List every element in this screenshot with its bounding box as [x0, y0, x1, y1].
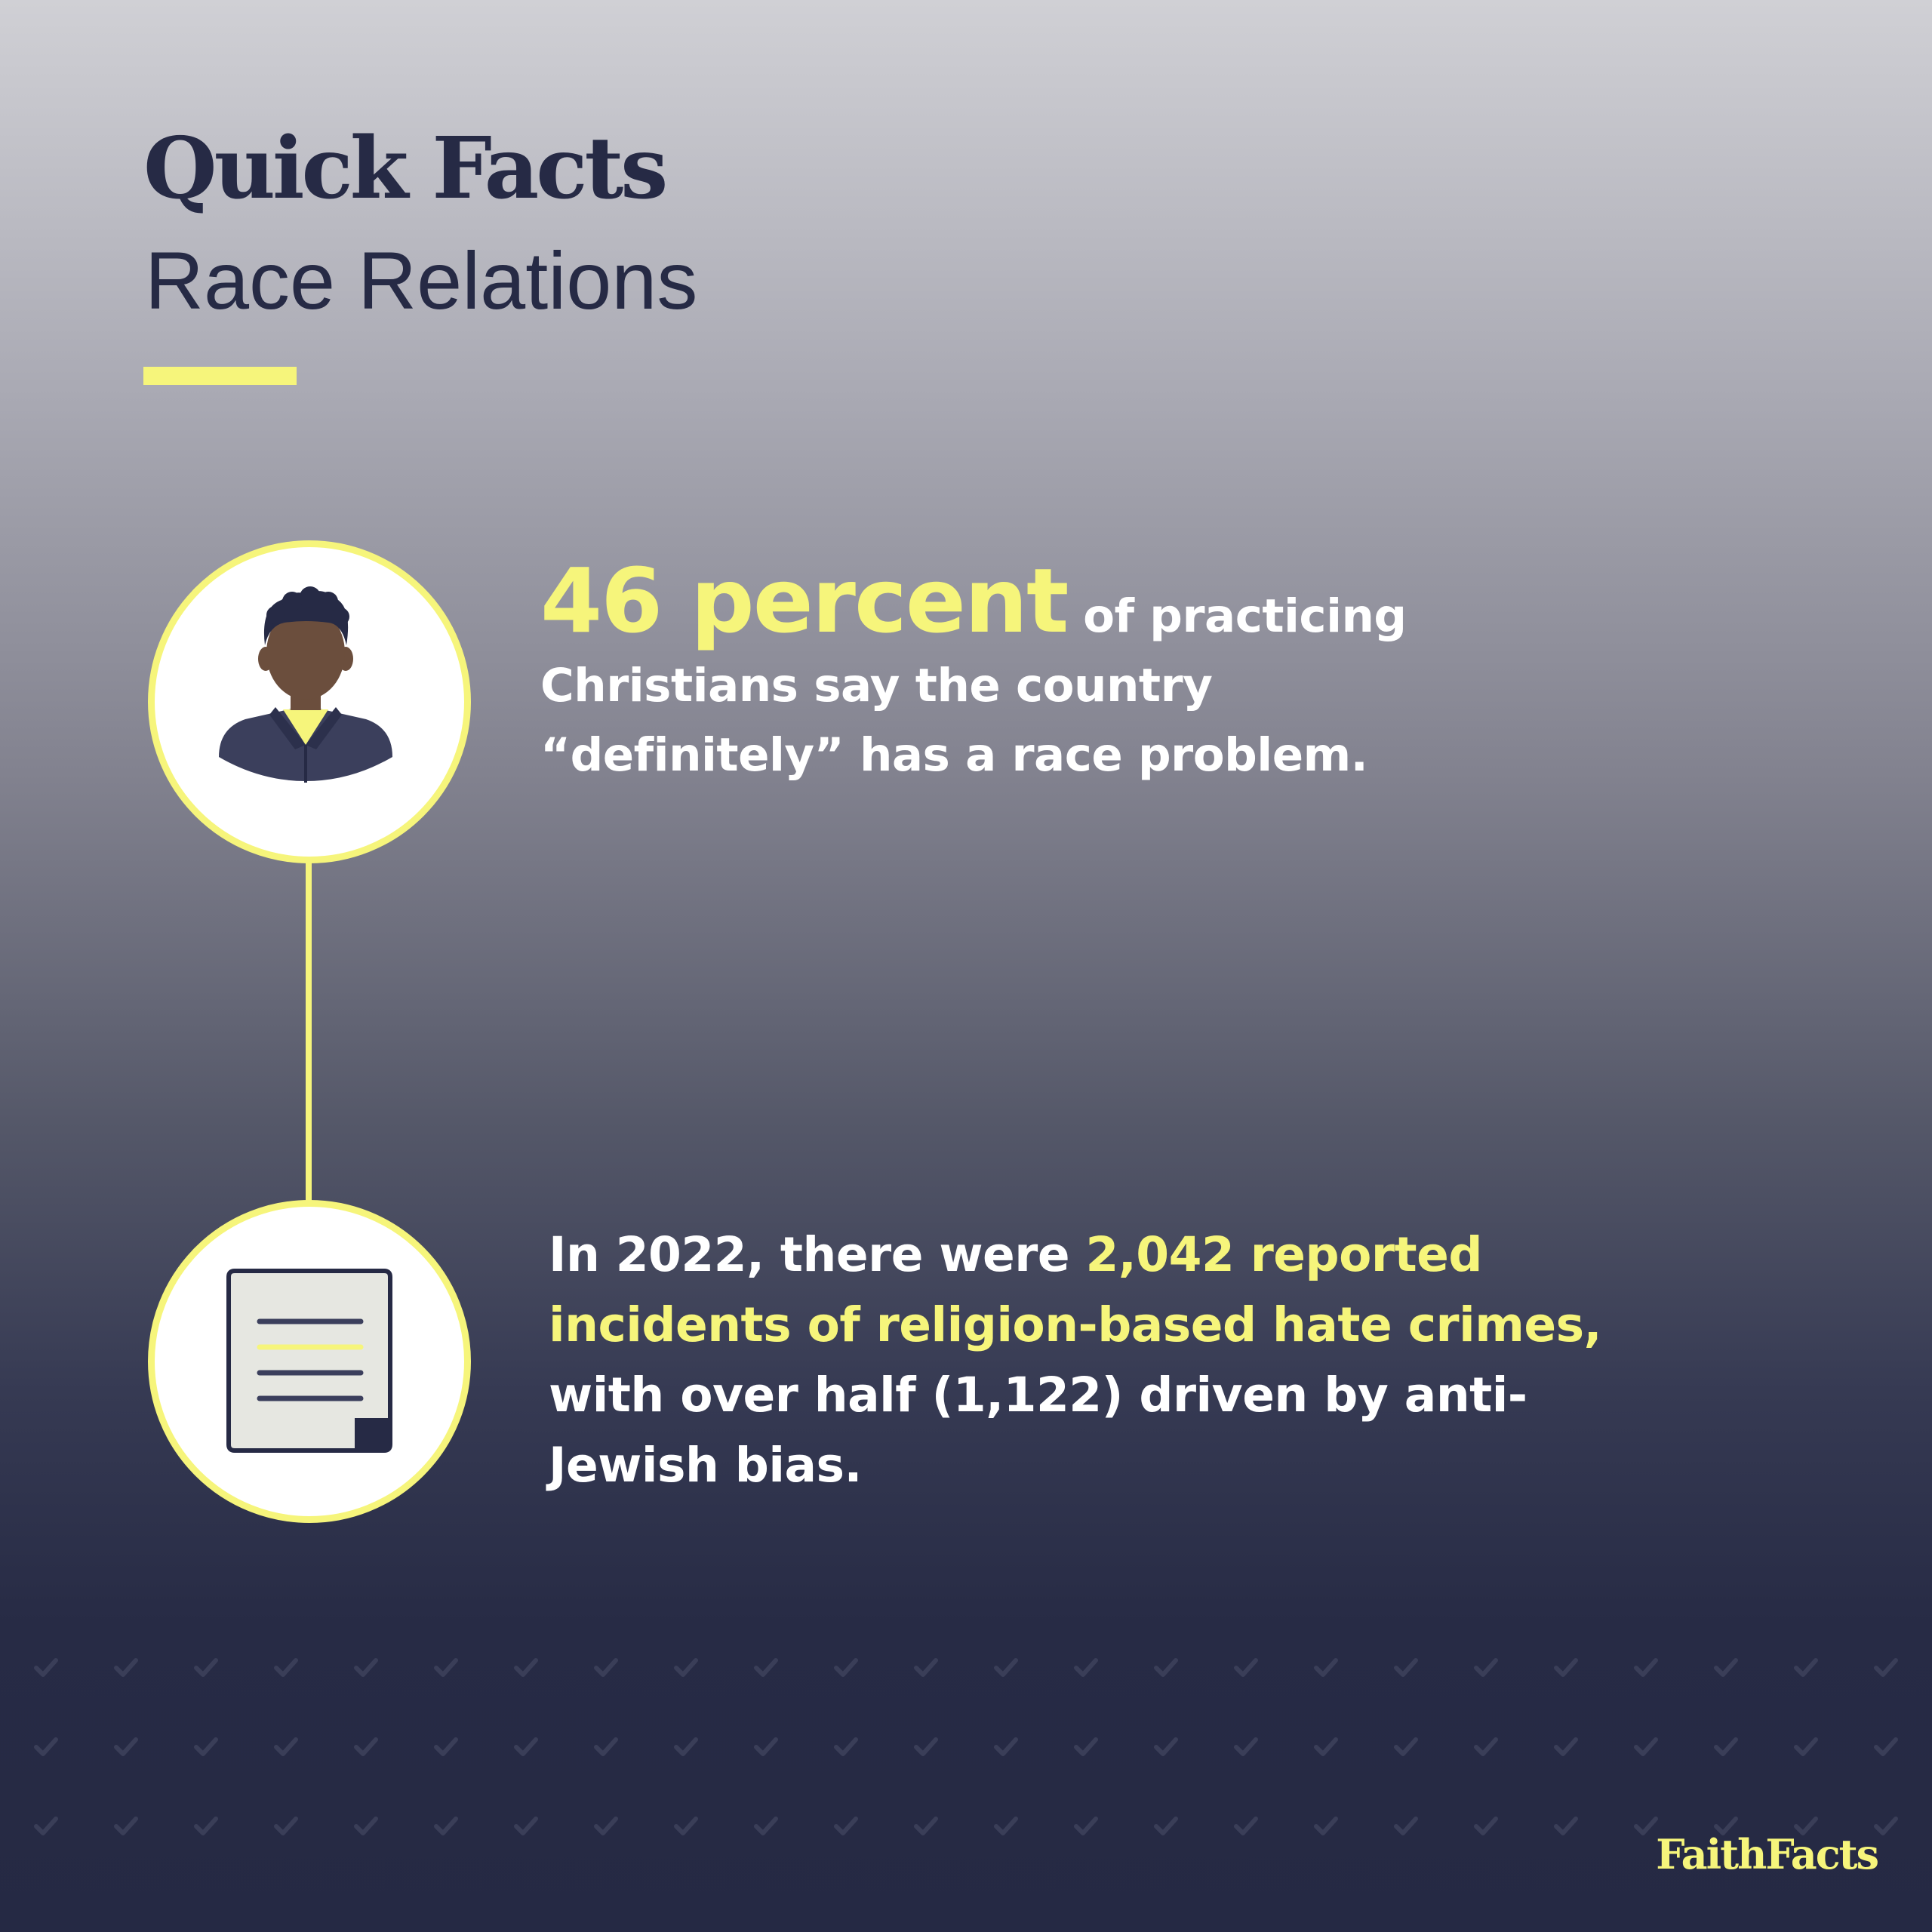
- fact-2-intro: In 2022, there were: [549, 1227, 1086, 1282]
- checkmark-icon: [594, 1817, 618, 1835]
- checkmark-icon: [354, 1737, 378, 1756]
- checkmark-icon: [274, 1658, 298, 1677]
- fact-2-highlight: 2,042 reported incidents of religion-bas…: [549, 1227, 1602, 1352]
- checkmark-icon: [1794, 1817, 1818, 1835]
- checkmark-icon: [34, 1737, 58, 1756]
- checkmark-icon: [1394, 1658, 1418, 1677]
- checkmark-icon: [1634, 1658, 1658, 1677]
- checkmark-icon: [594, 1658, 618, 1677]
- checkmark-icon: [914, 1817, 938, 1835]
- checkmark-icon: [1874, 1658, 1898, 1677]
- checkmark-icon: [1314, 1737, 1338, 1756]
- checkmark-icon: [1234, 1817, 1258, 1835]
- fact-2-text: In 2022, there were 2,042 reported incid…: [549, 1220, 1620, 1500]
- checkmark-icon: [674, 1658, 698, 1677]
- checkmark-icon: [594, 1737, 618, 1756]
- checkmark-icon: [994, 1737, 1018, 1756]
- document-icon: [226, 1269, 392, 1453]
- checkmark-icon: [1394, 1817, 1418, 1835]
- checkmark-icon: [1554, 1658, 1578, 1677]
- checkmark-icon: [1634, 1737, 1658, 1756]
- checkmark-icon: [1154, 1817, 1178, 1835]
- checkmark-icon: [514, 1817, 538, 1835]
- checkmark-icon: [834, 1737, 858, 1756]
- checkmark-icon: [34, 1658, 58, 1677]
- checkmark-icon: [1714, 1737, 1738, 1756]
- checkmark-icon: [1474, 1817, 1498, 1835]
- checkmark-icon: [114, 1737, 138, 1756]
- checkmark-icon: [1234, 1737, 1258, 1756]
- checkmark-icon: [754, 1737, 778, 1756]
- checkmark-icon: [1874, 1737, 1898, 1756]
- checkmark-icon: [1474, 1658, 1498, 1677]
- checkmark-icon: [1154, 1658, 1178, 1677]
- checkmark-icon: [1794, 1658, 1818, 1677]
- checkmark-icon: [1554, 1737, 1578, 1756]
- checkmark-icon: [754, 1817, 778, 1835]
- fact-1-highlight: 46 percent: [540, 549, 1069, 653]
- checkmark-icon: [1074, 1817, 1098, 1835]
- checkmark-icon: [1474, 1737, 1498, 1756]
- checkmark-icon: [834, 1658, 858, 1677]
- checkmark-icon: [994, 1658, 1018, 1677]
- checkmark-icon: [834, 1817, 858, 1835]
- fact-1-body: of practicing Christians say the country…: [540, 589, 1407, 782]
- checkmark-icon: [34, 1817, 58, 1835]
- checkmark-icon: [514, 1658, 538, 1677]
- faithfacts-logo: FaithFacts: [1656, 1830, 1879, 1878]
- fact-2-icon-circle: [148, 1200, 471, 1523]
- checkmark-icon: [1714, 1817, 1738, 1835]
- checkmark-icon: [354, 1658, 378, 1677]
- checkmark-icon: [1074, 1737, 1098, 1756]
- page-subtitle: Race Relations: [145, 235, 698, 326]
- checkmark-icon: [674, 1817, 698, 1835]
- timeline-connector: [306, 854, 312, 1209]
- checkmark-icon: [114, 1817, 138, 1835]
- checkmark-icon: [1314, 1658, 1338, 1677]
- checkmark-icon: [674, 1737, 698, 1756]
- checkmark-icon: [1154, 1737, 1178, 1756]
- checkmark-icon: [1074, 1658, 1098, 1677]
- checkmark-icon: [514, 1737, 538, 1756]
- checkmark-icon: [194, 1737, 218, 1756]
- checkmark-icon: [994, 1817, 1018, 1835]
- checkmark-icon: [114, 1658, 138, 1677]
- checkmark-icon: [1794, 1737, 1818, 1756]
- checkmark-icon: [1554, 1817, 1578, 1835]
- checkmark-icon: [434, 1737, 458, 1756]
- checkmark-icon: [1874, 1817, 1898, 1835]
- checkmark-icon: [274, 1817, 298, 1835]
- checkmark-icon: [1314, 1817, 1338, 1835]
- fact-2-body: with over half (1,122) driven by anti-Je…: [549, 1367, 1527, 1493]
- checkmark-icon: [1634, 1817, 1658, 1835]
- checkmark-icon: [1234, 1658, 1258, 1677]
- checkmark-icon: [354, 1817, 378, 1835]
- fact-1-text: 46 percent of practicing Christians say …: [540, 556, 1446, 790]
- checkmark-icon: [754, 1658, 778, 1677]
- checkmark-icon: [1714, 1658, 1738, 1677]
- checkmark-icon: [274, 1737, 298, 1756]
- person-avatar-icon: [219, 586, 392, 783]
- accent-bar: [143, 367, 297, 385]
- checkmark-icon: [434, 1658, 458, 1677]
- page-title: Quick Facts: [143, 119, 668, 218]
- checkmark-icon: [1394, 1737, 1418, 1756]
- checkmark-icon: [434, 1817, 458, 1835]
- checkmark-icon: [194, 1817, 218, 1835]
- checkmark-icon: [914, 1658, 938, 1677]
- checkmark-icon: [194, 1658, 218, 1677]
- fact-1-icon-circle: [148, 540, 471, 863]
- checkmark-pattern: [34, 1658, 1898, 1835]
- checkmark-icon: [914, 1737, 938, 1756]
